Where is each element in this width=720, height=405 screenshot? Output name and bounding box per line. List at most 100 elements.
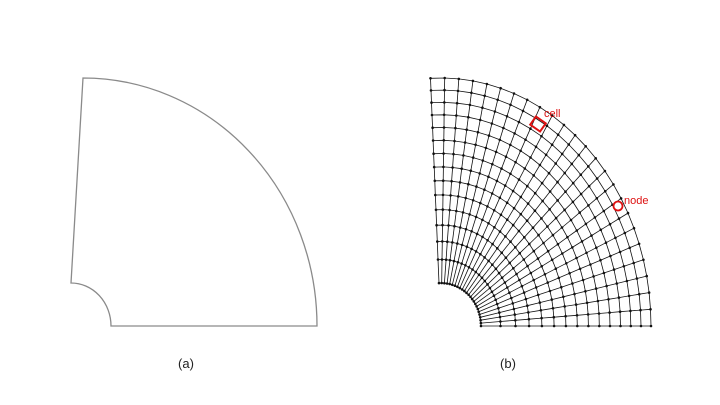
mesh-node: [474, 143, 477, 147]
mesh-node: [451, 241, 454, 244]
mesh-node: [538, 301, 542, 304]
mesh-node: [537, 233, 540, 237]
panel-b: cell node (b): [429, 76, 653, 371]
mesh-node: [614, 236, 617, 240]
mesh-arc-line: [431, 101, 632, 327]
mesh-node: [579, 173, 583, 176]
node-label: node: [624, 195, 648, 207]
mesh-node: [490, 122, 494, 125]
mesh-node: [493, 110, 497, 113]
mesh-node: [608, 324, 612, 328]
mesh-node: [453, 284, 457, 288]
mesh-node: [546, 225, 549, 228]
mesh-node: [514, 160, 517, 164]
mesh-node: [536, 257, 540, 260]
mesh-node: [512, 267, 515, 270]
mesh-node: [479, 252, 482, 256]
mesh-node: [509, 103, 512, 107]
mesh-node: [626, 211, 630, 215]
mesh-node: [552, 315, 556, 319]
mesh-node: [618, 250, 622, 254]
mesh-node: [596, 299, 600, 303]
mesh-node: [449, 194, 452, 197]
mesh-node: [529, 156, 532, 159]
mesh-node: [433, 179, 437, 183]
mesh-node: [513, 313, 517, 316]
mesh-node: [556, 180, 559, 184]
mesh-node: [575, 256, 578, 260]
mesh-node: [548, 208, 551, 211]
mesh-node: [440, 258, 444, 261]
mesh-node: [460, 288, 464, 291]
mesh-node: [557, 276, 561, 280]
mesh-node: [505, 218, 509, 221]
mesh-node: [612, 268, 616, 271]
mesh-node: [498, 311, 501, 314]
mesh-node: [585, 301, 589, 305]
mesh-node: [443, 76, 447, 80]
mesh-node: [532, 249, 536, 253]
mesh-node: [457, 77, 461, 81]
mesh-node: [526, 184, 529, 188]
mesh-node: [576, 324, 579, 328]
mesh-node: [486, 205, 489, 208]
mesh-node: [560, 152, 564, 156]
mesh-node: [481, 235, 484, 239]
mesh-node: [431, 139, 435, 142]
panel-b-caption: (b): [500, 356, 516, 371]
mesh-node: [617, 296, 621, 299]
mesh-node: [522, 258, 526, 261]
mesh-node: [635, 277, 639, 280]
mesh-node: [571, 200, 575, 204]
mesh-node: [460, 262, 464, 265]
mesh-node: [544, 153, 548, 157]
mesh-node: [587, 165, 590, 168]
mesh-node: [511, 223, 515, 227]
mesh-node: [468, 213, 471, 216]
mesh-node: [456, 195, 460, 198]
mesh-node: [538, 163, 542, 167]
cell-highlight-box: [528, 115, 548, 133]
mesh-node: [571, 181, 575, 185]
panel-a: (a): [70, 77, 318, 371]
mesh-node: [448, 258, 452, 262]
mesh-node: [467, 266, 471, 269]
mesh-node: [436, 258, 440, 261]
mesh-node: [595, 197, 599, 200]
mesh-node: [532, 174, 535, 177]
mesh-node: [540, 265, 543, 268]
mesh-node: [500, 276, 504, 280]
node-highlight-circle: [612, 200, 624, 212]
mesh-arc-line: [436, 224, 530, 327]
mesh-node: [505, 201, 509, 204]
mesh-node: [497, 271, 501, 275]
mesh-node: [498, 138, 502, 142]
mesh-node: [474, 215, 478, 219]
mesh-node: [556, 199, 559, 202]
mesh-node: [519, 149, 522, 153]
mesh-node: [496, 98, 500, 102]
mesh-node: [618, 310, 622, 314]
mesh-node: [526, 304, 529, 308]
mesh-node: [527, 324, 531, 328]
mesh-node: [560, 226, 564, 229]
mesh-node: [502, 126, 505, 130]
mesh-node: [517, 120, 521, 124]
mesh-node: [511, 302, 515, 305]
mesh-node: [534, 286, 538, 289]
mesh-node: [593, 216, 597, 219]
mesh-node: [514, 246, 517, 249]
mesh-node: [494, 267, 498, 271]
mesh-node: [508, 261, 512, 265]
mesh-node: [649, 324, 653, 328]
mesh-node: [584, 145, 587, 148]
mesh-node: [485, 82, 489, 86]
mesh-node: [543, 273, 547, 276]
mesh-node: [526, 202, 530, 205]
mesh-node: [475, 305, 478, 308]
mesh-node: [441, 193, 445, 197]
mesh-node: [639, 308, 642, 312]
mesh-node: [470, 91, 473, 95]
mesh-node: [545, 124, 549, 128]
mesh-node: [458, 181, 462, 184]
